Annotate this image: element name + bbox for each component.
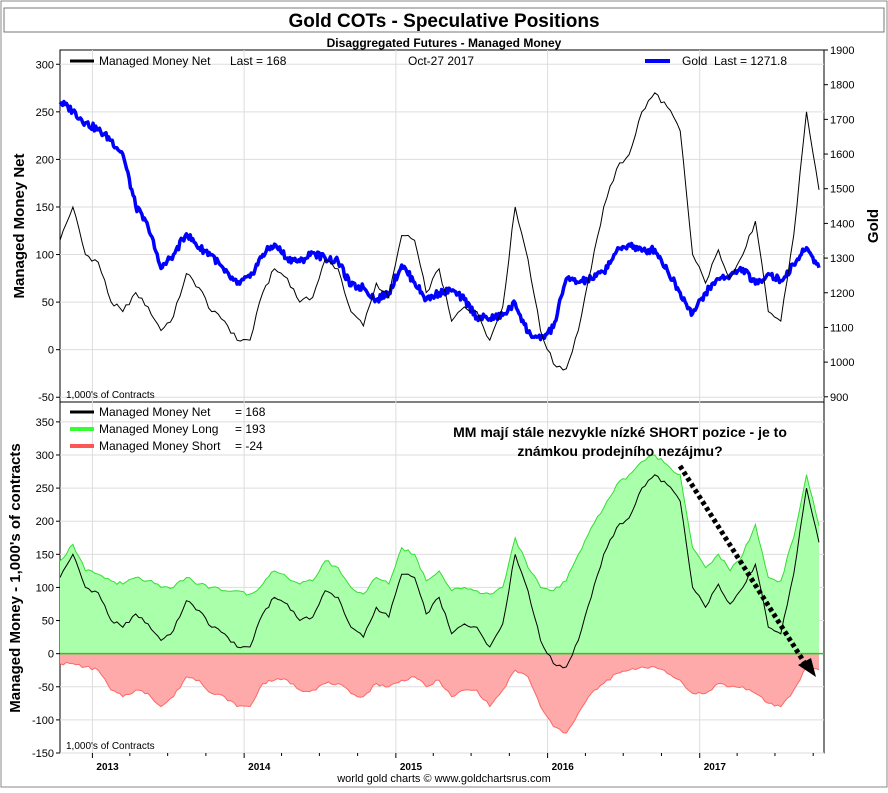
title-bar [3, 7, 885, 33]
chart-subtitle: Disaggregated Futures - Managed Money [327, 36, 562, 50]
legend2-long-last: = 193 [235, 422, 266, 436]
top-panel [59, 49, 825, 403]
legend2-short-label: Managed Money Short [99, 439, 221, 453]
y-tick-label-bottom: 250 [36, 483, 54, 495]
series-area-short [60, 653, 819, 734]
y-tick-label-bottom: 300 [36, 450, 54, 462]
chart-title: Gold COTs - Speculative Positions [288, 11, 599, 32]
series-area-long [60, 455, 819, 654]
series-line-short [59, 661, 820, 734]
bottom-y-axis-label: Managed Money - 1,000's of contracts [7, 443, 24, 712]
legend-gold-label: Gold [682, 54, 707, 68]
y-tick-label-bottom: 150 [36, 549, 54, 561]
y-tick-label-bottom: 50 [42, 616, 54, 628]
legend2-short-last: = -24 [235, 439, 263, 453]
y2-tick-label-top: 900 [830, 392, 848, 404]
series-line-net-bottom [59, 474, 820, 669]
x-tick-label-2014: 2014 [248, 762, 271, 773]
top-y2-axis-label: Gold [865, 209, 882, 243]
y-tick-label-top: 50 [42, 297, 54, 309]
bottom-units-note: 1,000's of Contracts [66, 741, 155, 752]
annotation-line-1: MM mají stále nezvykle nízké SHORT pozic… [453, 424, 787, 440]
y2-tick-label-top: 1200 [830, 288, 854, 300]
series-lines [58, 92, 821, 669]
y-tick-label-top: 250 [36, 107, 54, 119]
legend-gold-last: Last = 1271.8 [714, 54, 787, 68]
legend2-net-last: = 168 [235, 405, 266, 419]
annotation-line-2: známkou prodejního nezájmu? [517, 443, 722, 459]
y-tick-label-top: 300 [36, 59, 54, 71]
y2-tick-label-top: 1800 [830, 80, 854, 92]
y-tick-label-bottom: -150 [32, 748, 54, 760]
y2-tick-label-top: 1400 [830, 218, 854, 230]
series-line-long [59, 454, 820, 596]
y2-tick-label-top: 1000 [830, 357, 854, 369]
legend-net-last: Last = 168 [230, 54, 287, 68]
y-tick-label-top: 100 [36, 250, 54, 262]
top-y-axis-label: Managed Money Net [11, 153, 28, 298]
y-tick-label-bottom: 0 [48, 649, 54, 661]
y-tick-label-top: 0 [48, 345, 54, 357]
x-tick-label-2017: 2017 [704, 762, 727, 773]
legend2-net-label: Managed Money Net [99, 405, 211, 419]
annotation-arrow-shaft [677, 464, 807, 664]
y2-tick-label-top: 1500 [830, 184, 854, 196]
y2-tick-label-top: 1600 [830, 149, 854, 161]
y-tick-label-top: 200 [36, 154, 54, 166]
y-tick-label-top: -50 [38, 392, 54, 404]
y2-tick-label-top: 1100 [830, 322, 854, 334]
y-tick-label-bottom: -50 [38, 682, 54, 694]
series-line-net-top [59, 92, 820, 371]
annotation-arrow-head [798, 658, 816, 677]
y-tick-label-bottom: 200 [36, 516, 54, 528]
y-tick-label-bottom: 350 [36, 417, 54, 429]
x-tick-label-2016: 2016 [552, 762, 575, 773]
top-units-note: 1,000's of Contracts [66, 390, 155, 401]
x-tick-label-2015: 2015 [400, 762, 423, 773]
axes: 2013 2014 2015 2016 2017 300 250 200 150 100 50 0 -5… [32, 45, 855, 773]
y2-tick-label-top: 1300 [830, 253, 854, 265]
y-tick-label-top: 150 [36, 202, 54, 214]
legend2-long-label: Managed Money Long [99, 422, 218, 436]
legend-net-label: Managed Money Net [99, 54, 211, 68]
x-tick-label-2013: 2013 [96, 762, 119, 773]
y2-tick-label-top: 1900 [830, 45, 854, 57]
y2-tick-label-top: 1700 [830, 114, 854, 126]
y-tick-label-bottom: -100 [32, 715, 54, 727]
date-label: Oct-27 2017 [408, 54, 474, 68]
series-line-gold [58, 99, 821, 342]
bottom-areas [59, 454, 824, 734]
credit-text: world gold charts © www.goldchartsrus.co… [336, 773, 551, 785]
y-tick-label-bottom: 100 [36, 582, 54, 594]
